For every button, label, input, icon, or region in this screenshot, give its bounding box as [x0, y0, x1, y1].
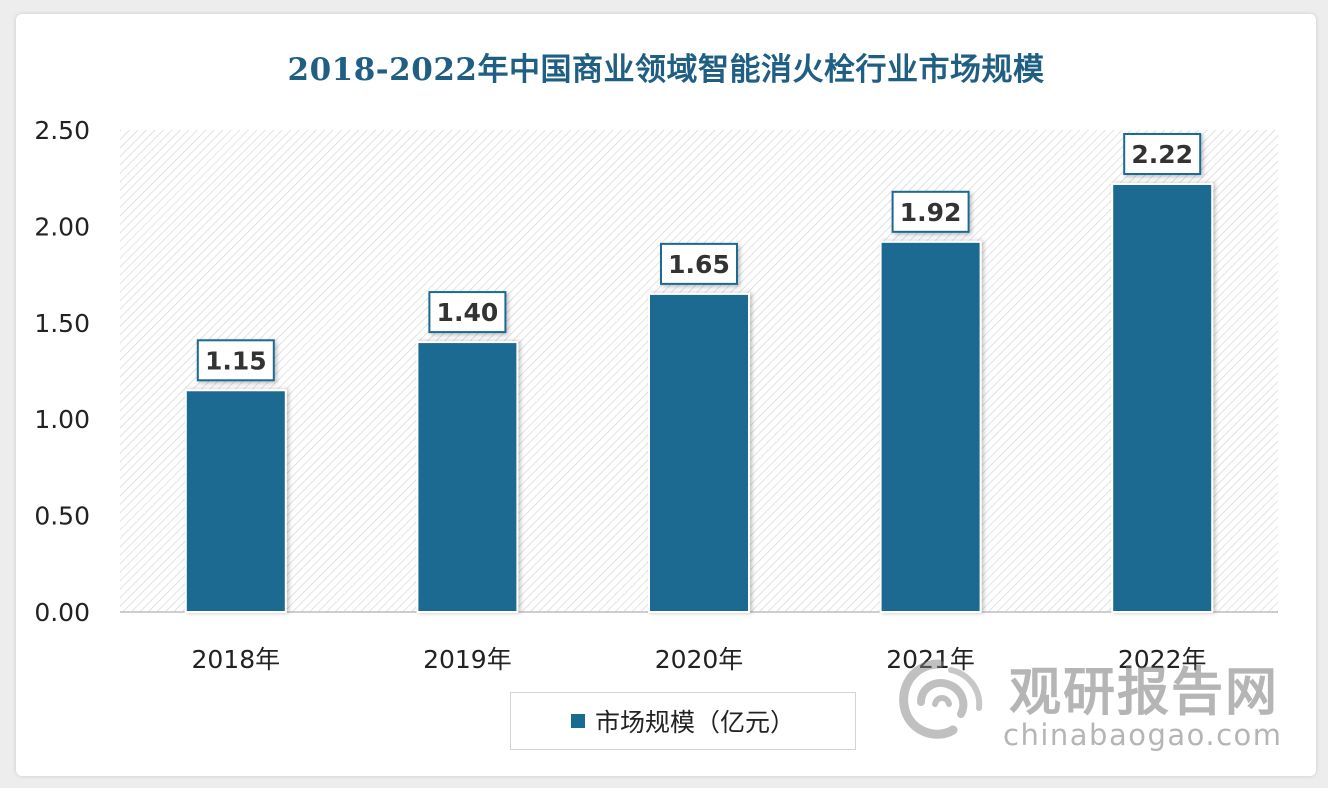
data-label: 1.92	[900, 198, 962, 227]
data-label-box	[1123, 132, 1202, 175]
y-tick-label: 1.50	[34, 309, 90, 338]
data-label-box	[891, 190, 970, 233]
bar-chart: 0.00 0.50 1.00 1.50 2.00 2.50 1.15 1.40 1.65 1.9…	[34, 116, 1278, 674]
chart-title: 2018-2022年中国商业领域智能消火栓行业市场规模	[287, 52, 1045, 88]
x-tick-label: 2018年	[191, 645, 280, 674]
y-tick-label: 2.00	[34, 212, 90, 241]
swirl-logo-icon	[899, 659, 983, 739]
data-label: 1.65	[668, 250, 730, 279]
bar	[879, 240, 982, 613]
legend-label: 市场规模（亿元）	[594, 708, 795, 737]
y-tick-label: 1.00	[34, 405, 90, 434]
legend-swatch	[570, 714, 585, 728]
watermark-name: 观研报告网	[1009, 663, 1280, 723]
data-label-box	[660, 242, 738, 285]
chart-card: 2018-2022年中国商业领域智能消火栓行业市场规模 0.00 0.50 1.00…	[16, 14, 1316, 776]
legend: 市场规模（亿元）	[510, 692, 856, 750]
data-label: 2.22	[1131, 140, 1193, 169]
x-tick-label: 2020年	[655, 645, 744, 674]
bar	[184, 389, 287, 613]
data-label-box	[196, 339, 275, 382]
bar	[648, 292, 750, 613]
x-tick-label: 2019年	[423, 645, 512, 674]
y-tick-label: 0.00	[34, 598, 90, 627]
y-tick-label: 0.50	[34, 502, 90, 531]
data-label: 1.40	[437, 298, 499, 327]
y-tick-label: 2.50	[34, 116, 90, 145]
data-label: 1.15	[205, 346, 267, 375]
bar	[1111, 182, 1214, 613]
data-label-box	[428, 291, 507, 334]
bar	[416, 341, 519, 613]
watermark: 观研报告网 chinabaogao.com	[891, 650, 1291, 760]
x-tick-label: 2022年	[1118, 645, 1207, 674]
watermark-url: chinabaogao.com	[1003, 718, 1283, 752]
